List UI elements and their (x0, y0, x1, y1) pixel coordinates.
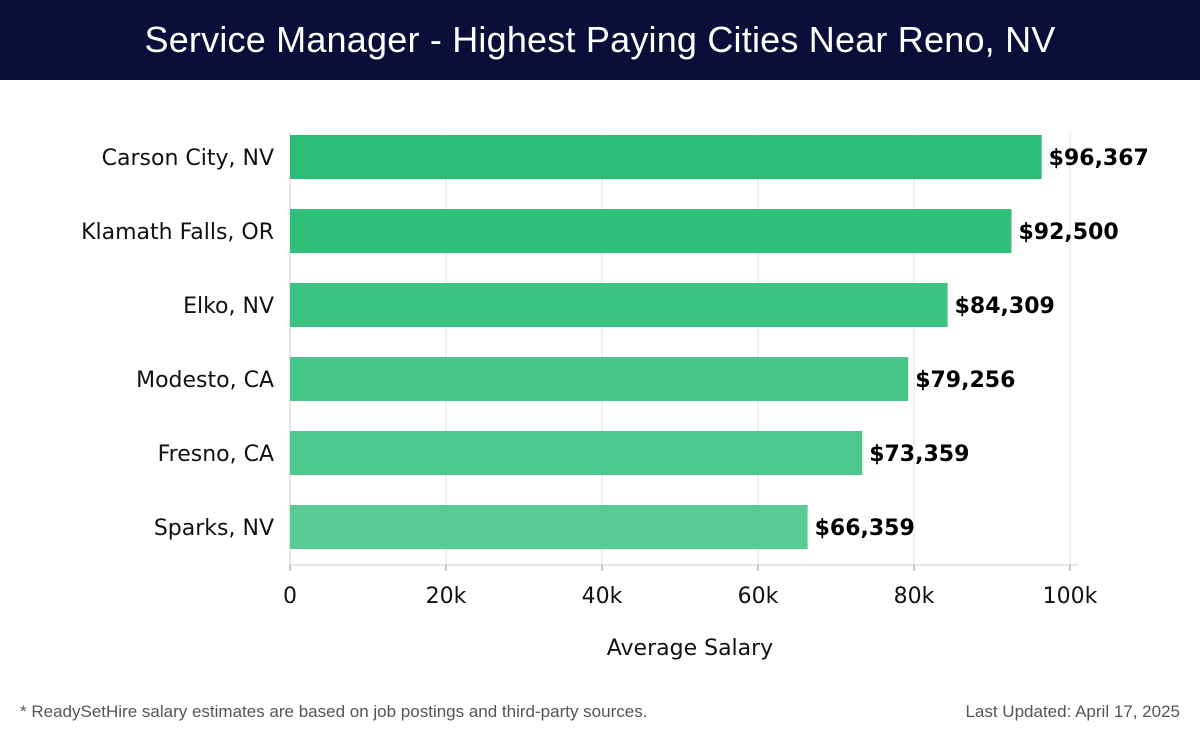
y-tick-label: Klamath Falls, OR (81, 220, 274, 245)
y-tick-label: Carson City, NV (102, 146, 274, 171)
data-label: $73,359 (869, 442, 969, 467)
chart-title: Service Manager - Highest Paying Cities … (144, 19, 1056, 60)
footer: * ReadySetHire salary estimates are base… (0, 700, 1200, 730)
y-tick-label: Sparks, NV (154, 516, 274, 541)
x-tick-label: 60k (738, 584, 779, 609)
bar (290, 431, 863, 475)
bar-chart: 0 20k 40k 60k 80k 100k Carson City, NV $96,367 K… (81, 133, 1149, 661)
data-label: $84,309 (955, 294, 1055, 319)
data-label: $79,256 (915, 368, 1015, 393)
bar (290, 135, 1042, 179)
bar (290, 283, 948, 327)
data-label: $96,367 (1049, 146, 1149, 171)
y-tick-label: Modesto, CA (136, 368, 274, 393)
footnote: * ReadySetHire salary estimates are base… (20, 702, 648, 721)
x-tick-label: 0 (283, 584, 297, 609)
y-tick-label: Fresno, CA (158, 442, 274, 467)
x-tick-label: 20k (426, 584, 467, 609)
data-label: $92,500 (1019, 220, 1119, 245)
x-tick-label: 40k (582, 584, 623, 609)
chart-area: 0 20k 40k 60k 80k 100k Carson City, NV $96,367 K… (0, 80, 1200, 680)
y-tick-label: Elko, NV (183, 294, 274, 319)
bar (290, 505, 808, 549)
last-updated: Last Updated: April 17, 2025 (965, 702, 1180, 721)
x-tick-label: 80k (894, 584, 935, 609)
x-tick-label: 100k (1043, 584, 1098, 609)
header-bar: Service Manager - Highest Paying Cities … (0, 0, 1200, 80)
bar (290, 357, 909, 401)
x-axis-label: Average Salary (607, 636, 773, 661)
data-label: $66,359 (815, 516, 915, 541)
bar (290, 209, 1012, 253)
